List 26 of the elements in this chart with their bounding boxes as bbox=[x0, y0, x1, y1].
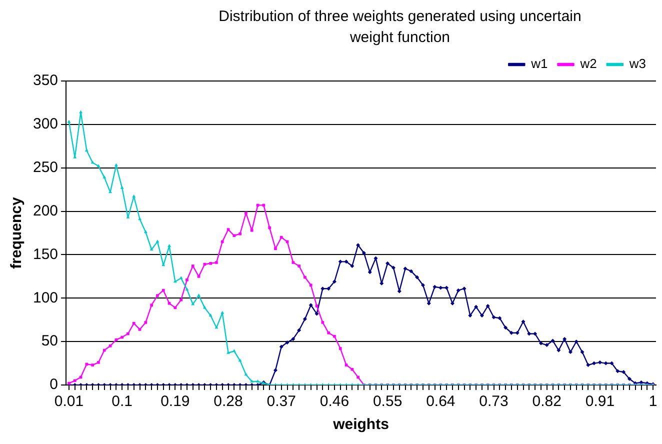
x-tick-label: 0.91 bbox=[585, 393, 615, 410]
y-axis-title: frequency bbox=[8, 196, 26, 269]
legend-label: w1 bbox=[530, 56, 548, 72]
x-tick-label: 0.28 bbox=[214, 393, 243, 410]
x-axis-title: weights bbox=[332, 416, 389, 434]
y-tick-label: 50 bbox=[41, 332, 58, 350]
chart-title: Distribution of three weights generated using uncertain weight function bbox=[218, 7, 582, 48]
x-tick-label: 0.64 bbox=[426, 393, 456, 410]
legend-label: w3 bbox=[628, 56, 646, 72]
x-tick-label: 0.37 bbox=[266, 393, 296, 410]
x-tick-label: 0.1 bbox=[112, 393, 133, 410]
y-tick-label: 0 bbox=[50, 376, 58, 394]
y-tick-label: 250 bbox=[32, 159, 58, 176]
y-tick-label: 150 bbox=[32, 246, 58, 263]
x-tick-label: 0.46 bbox=[320, 393, 350, 410]
x-tick-label: 0.55 bbox=[372, 393, 402, 410]
x-tick-label: 0.19 bbox=[160, 393, 190, 410]
legend-label: w2 bbox=[579, 56, 597, 72]
y-tick-label: 300 bbox=[32, 116, 58, 133]
x-tick-label: 0.82 bbox=[532, 393, 562, 410]
x-tick-label: 1 bbox=[648, 393, 658, 410]
y-tick-label: 200 bbox=[32, 202, 58, 220]
x-tick-label: 0.01 bbox=[54, 393, 84, 410]
y-tick-label: 350 bbox=[32, 72, 58, 90]
x-tick-label: 0.73 bbox=[479, 393, 508, 410]
y-tick-label: 100 bbox=[32, 289, 58, 306]
